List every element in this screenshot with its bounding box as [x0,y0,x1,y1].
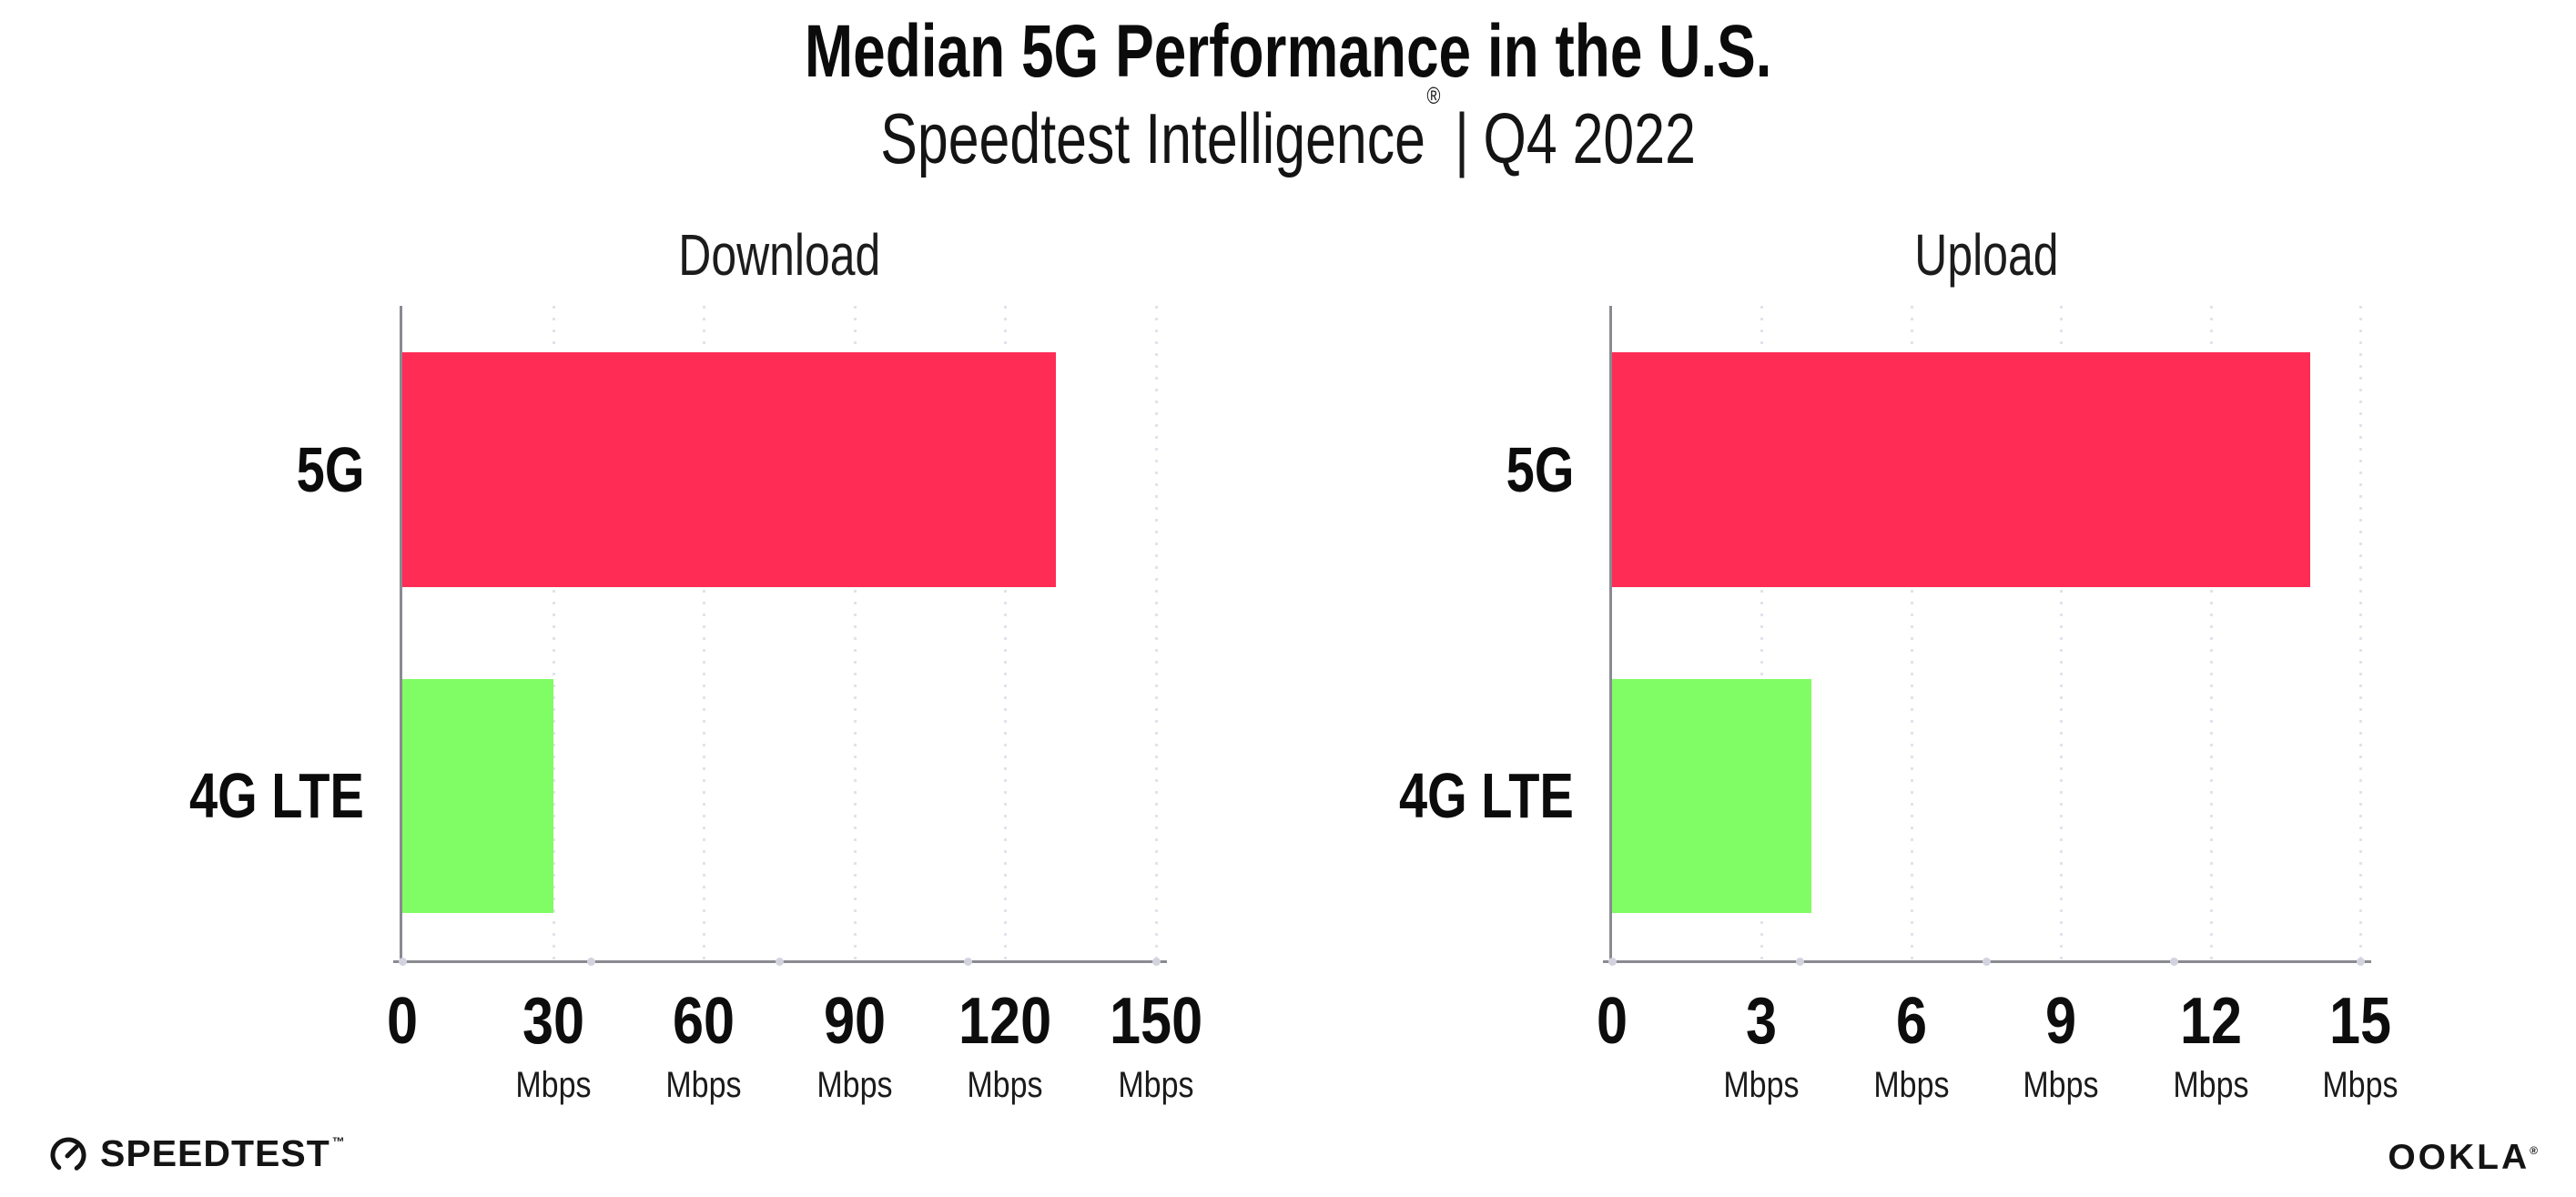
bar-5g [1612,352,2311,587]
axis-tick-dot [1795,958,1804,966]
bar-4g-lte [402,679,553,913]
category-label-4g-lte: 4G LTE [189,760,364,831]
category-label-5g: 5G [1506,434,1574,505]
subtitle-period: Q4 2022 [1483,98,1696,178]
axis-tick-dot [1983,958,1991,966]
axis-tick-dot [964,958,972,966]
ookla-wordmark: OOKLA [2388,1138,2530,1177]
x-tick-0: 0 [1494,989,1730,1054]
x-tick-value: 150 [1109,985,1203,1058]
gridline-9 [2060,306,2064,960]
x-tick-6: 6 Mbps [1793,989,2030,1103]
x-tick-value: 3 [1746,985,1778,1058]
category-label-4g-lte: 4G LTE [1399,760,1574,831]
upload-chart-title: Upload [1913,222,2059,288]
x-tick-value: 6 [1895,985,1927,1058]
axis-tick-dot [2169,958,2178,966]
axis-tick-dot [587,958,595,966]
page-subtitle-text: Speedtest Intelligence® | Q4 2022 [880,83,1696,177]
x-tick-150: 150 Mbps [1038,989,1274,1103]
x-tick-value: 90 [823,985,886,1058]
x-tick-unit: Mbps [1118,1065,1194,1105]
trademark-mark: ™ [331,1133,345,1149]
x-tick-9: 9 Mbps [1942,989,2179,1103]
gridline-120 [1004,306,1008,960]
download-chart-title: Download [677,222,881,288]
x-tick-unit: Mbps [816,1065,893,1105]
gridline-15 [2359,306,2362,960]
subtitle-brand: Speedtest Intelligence [880,98,1425,178]
x-tick-value: 30 [522,985,584,1058]
axis-tick-dot [1608,958,1617,966]
speedtest-wordmark: SPEEDTEST [100,1132,330,1174]
gridline-6 [1910,306,1913,960]
page-title: Median 5G Performance in the U.S. [0,10,2576,93]
x-tick-unit: Mbps [2173,1065,2249,1105]
x-tick-120: 120 Mbps [887,989,1123,1103]
speedtest-logo: SPEEDTEST ™ [47,1132,345,1175]
page-title-text: Median 5G Performance in the U.S. [804,10,1772,93]
x-tick-unit: Mbps [515,1065,592,1105]
axis-tick-dot [776,958,784,966]
bar-5g [402,352,1056,587]
upload-chart: Upload 0 3 Mbps 6 Mbps 9 Mbps 12 Mbps 15 Mbps 5G 4G … [1399,0,2399,1197]
x-tick-unit: Mbps [1723,1065,1800,1105]
ookla-logo: OOKLA® [2388,1138,2538,1178]
x-tick-unit: Mbps [2322,1065,2399,1105]
x-tick-0: 0 [284,989,521,1054]
y-axis-line [400,306,402,963]
x-tick-unit: Mbps [665,1065,742,1105]
x-tick-value: 0 [1596,985,1628,1058]
category-label-5g: 5G [296,434,364,505]
subtitle-separator: | [1454,98,1469,178]
gridline-60 [703,306,706,960]
bar-4g-lte [1612,679,1812,913]
x-tick-value: 15 [2328,985,2392,1058]
x-tick-3: 3 Mbps [1643,989,1880,1103]
gridline-90 [853,306,857,960]
upload-plot-area: 0 3 Mbps 6 Mbps 9 Mbps 12 Mbps 15 Mbps 5G 4G LTE [1399,306,2399,1103]
x-tick-12: 12 Mbps [2093,989,2329,1103]
x-tick-value: 120 [958,985,1052,1058]
page-subtitle: Speedtest Intelligence® | Q4 2022 [0,83,2576,177]
axis-tick-dot [399,958,407,966]
gridline-3 [1760,306,1764,960]
y-axis-line [1609,306,1612,963]
download-plot-area: 0 30 Mbps 60 Mbps 90 Mbps 120 Mbps 150 Mbps 5G 4G LT… [189,306,1202,1103]
x-tick-90: 90 Mbps [736,989,973,1103]
registered-trademark-mark: ® [1426,82,1441,109]
x-tick-15: 15 Mbps [2242,989,2479,1103]
x-tick-value: 60 [673,985,735,1058]
gridline-12 [2209,306,2213,960]
x-tick-value: 12 [2179,985,2242,1058]
x-tick-30: 30 Mbps [435,989,672,1103]
x-tick-60: 60 Mbps [585,989,822,1103]
axis-tick-dot [1152,958,1161,966]
x-tick-unit: Mbps [1873,1065,1950,1105]
download-chart: Download 0 30 Mbps 60 Mbps 90 Mbps 120 Mbps 150 Mb… [189,0,1202,1197]
x-tick-unit: Mbps [967,1065,1043,1105]
gridline-30 [552,306,555,960]
axis-tick-dot [2357,958,2365,966]
x-tick-unit: Mbps [2023,1065,2099,1105]
x-tick-value: 0 [386,985,419,1058]
gridline-150 [1155,306,1158,960]
x-tick-value: 9 [2045,985,2077,1058]
registered-mark: ® [2530,1144,2538,1157]
gauge-icon [50,1137,86,1172]
